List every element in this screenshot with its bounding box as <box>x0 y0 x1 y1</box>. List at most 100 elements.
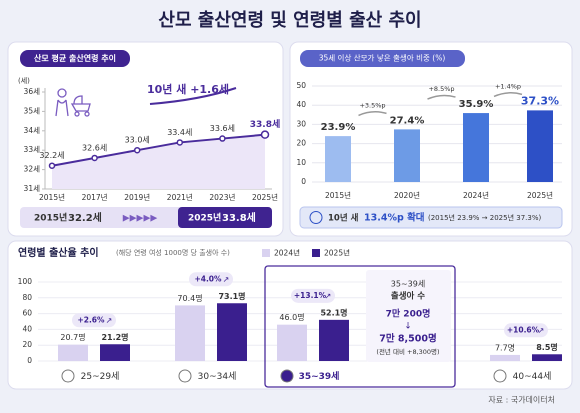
up-arrow: ↗ <box>325 291 332 300</box>
value-label: 33.8세 <box>250 118 281 130</box>
main-title: 산모 출산연령 및 연령별 출산 추이 <box>158 10 421 31</box>
y-tick-label: 33세 <box>24 145 41 154</box>
y-tick-label: 40 <box>22 324 32 333</box>
bar <box>325 136 351 182</box>
chart-title: 35세 이상 산모가 낳은 출생아 비중 (%) <box>319 53 446 63</box>
y-tick-label: 10 <box>296 158 306 167</box>
x-tick-label: 2020년 <box>394 190 420 200</box>
value-label: 33.0세 <box>125 136 150 145</box>
info-text: 35~39세 <box>391 280 425 289</box>
legend-swatch <box>312 249 320 257</box>
y-tick-label: 0 <box>27 356 32 365</box>
value-label: 35.9% <box>459 99 494 110</box>
y-tick-label: 80 <box>22 293 32 302</box>
value-label: 33.6세 <box>210 124 235 133</box>
x-tick-label: 2025년 <box>527 190 553 200</box>
change-label: +2.6% <box>77 315 105 324</box>
person-icon <box>493 369 507 383</box>
legend-label: 2025년 <box>324 248 350 258</box>
info-text: 7만 200명 <box>386 308 431 320</box>
arrow: ↓ <box>404 322 412 332</box>
source: 자료 : 국가데이터처 <box>488 395 555 405</box>
point <box>133 146 141 154</box>
x-tick-label: 2017년 <box>82 192 108 202</box>
value-label: 52.1명 <box>320 307 347 317</box>
info-box <box>366 270 451 362</box>
bar <box>100 344 130 361</box>
y-tick-label: 50 <box>296 81 306 90</box>
chart-title: 산모 평균 출산연령 추이 <box>34 53 116 63</box>
value-label: 37.3% <box>521 94 559 107</box>
change-label: +8.5%p <box>428 85 454 93</box>
change-arrow <box>358 111 387 117</box>
change-pill <box>504 323 548 338</box>
value-label: 70.4명 <box>177 293 202 303</box>
bar <box>217 303 247 361</box>
value-label: 46.0명 <box>279 312 304 322</box>
summary-text: 2015년 <box>34 212 67 224</box>
info-text: 출생아 수 <box>391 291 425 302</box>
value-label: 73.1명 <box>218 291 245 301</box>
summary-bar <box>299 206 563 229</box>
x-tick-label: 2024년 <box>463 190 489 200</box>
person-icon <box>61 369 75 383</box>
y-tick-label: 60 <box>22 309 32 318</box>
bar <box>277 324 307 361</box>
bar <box>490 354 520 361</box>
value-label: 21.2명 <box>101 332 128 342</box>
y-tick-label: 0 <box>301 177 306 186</box>
arrows: ▶▶▶▶▶ <box>123 214 158 224</box>
bar <box>175 305 205 361</box>
summary-text: 2025년 <box>188 212 221 224</box>
x-tick-label: 2019년 <box>124 192 150 202</box>
x-tick-label: 25~29세 <box>81 371 120 382</box>
person-icon <box>178 369 192 383</box>
arrow <box>149 87 237 105</box>
change-arrow <box>493 92 523 98</box>
up-arrow: ↗ <box>106 316 113 325</box>
value-label: 23.9% <box>321 122 356 133</box>
x-tick-label: 35~39세 <box>299 370 340 382</box>
annotation: 10년 새 +1.6세 <box>147 82 229 96</box>
panel <box>289 41 573 237</box>
icon <box>55 88 91 117</box>
panel-header <box>300 50 465 67</box>
summary-end <box>178 207 272 228</box>
change-label: +13.1% <box>294 291 327 300</box>
change-pill <box>189 272 233 287</box>
y-tick-label: 40 <box>296 100 306 109</box>
change-arrow <box>427 94 456 100</box>
y-tick-label: 20 <box>296 139 306 148</box>
point <box>260 130 270 139</box>
change-label: +4.0% <box>194 274 222 283</box>
x-tick-label: 30~34세 <box>198 371 237 382</box>
y-tick-label: 34세 <box>24 126 41 135</box>
up-arrow: ↗ <box>538 326 545 335</box>
change-pill <box>291 288 335 303</box>
y-tick-label: 30 <box>296 119 306 128</box>
x-tick-label: 2015년 <box>325 190 351 200</box>
change-label: +3.5%p <box>359 101 385 109</box>
summary-text: 13.4%p 확대 <box>364 212 425 224</box>
y-tick-label: 20 <box>22 340 32 349</box>
y-tick-label: 31세 <box>24 184 41 193</box>
summary-text: (2015년 23.9% → 2025년 37.3%) <box>428 213 541 222</box>
legend-swatch <box>262 249 270 257</box>
value-label: 7.7명 <box>495 342 515 352</box>
x-tick-label: 2023년 <box>209 192 235 202</box>
legend-label: 2024년 <box>274 248 300 258</box>
bar <box>319 319 349 361</box>
change-pill <box>72 313 116 328</box>
y-tick-label: 100 <box>18 277 33 286</box>
value-label: 33.4세 <box>167 128 192 137</box>
line <box>51 133 266 167</box>
info-text: (전년 대비 +8,300명) <box>376 347 439 356</box>
highlight-box <box>264 265 456 388</box>
change-label: +10.6% <box>507 325 540 334</box>
y-unit: (세) <box>18 76 30 85</box>
chart-title: 연령별 출산율 추이 <box>18 246 99 259</box>
panel-header <box>20 50 130 67</box>
value-label: 20.7명 <box>60 332 85 342</box>
point <box>176 139 184 146</box>
